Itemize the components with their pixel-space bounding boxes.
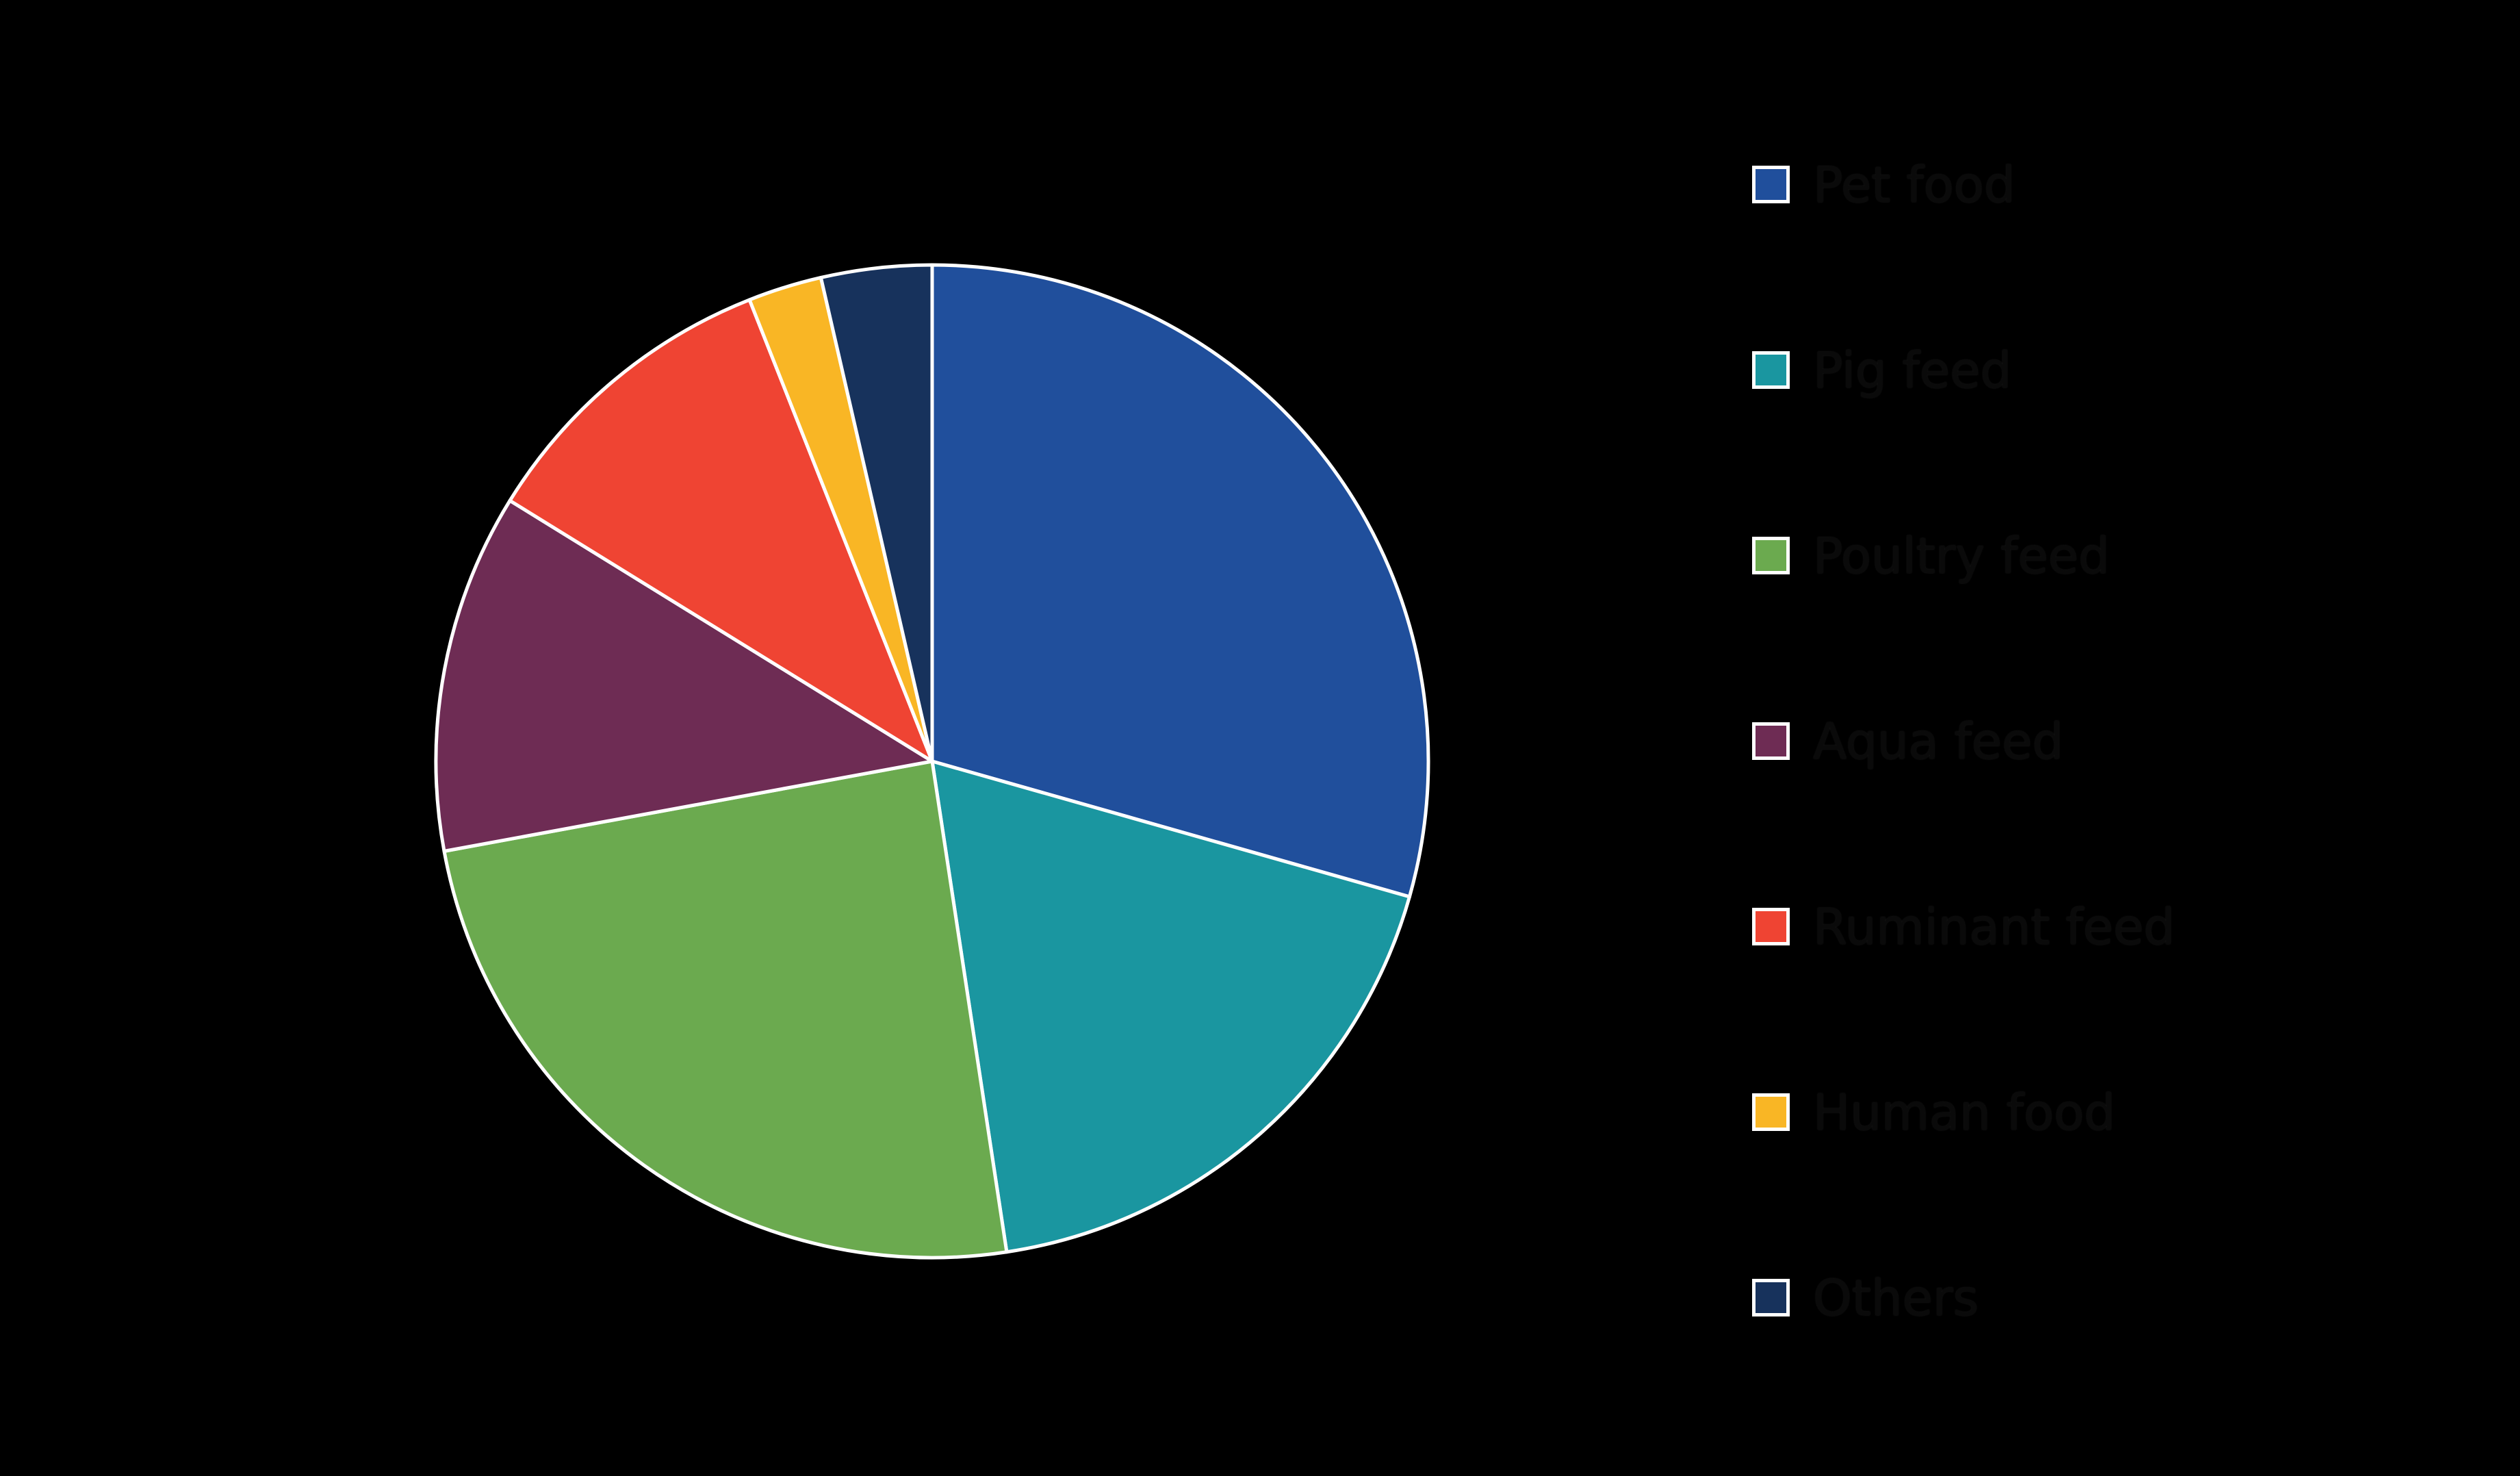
legend-label-pig-feed: Pig feed xyxy=(1813,341,2012,399)
legend-swatch-human-food xyxy=(1752,1093,1790,1131)
pie-slice-poultry-feed xyxy=(442,759,1009,1260)
legend-swatch-poultry-feed xyxy=(1752,537,1790,574)
pie-slice-pig-feed xyxy=(930,759,1411,1254)
legend-label-poultry-feed: Poultry feed xyxy=(1813,526,2110,585)
legend-item-pet-food: Pet food xyxy=(1752,160,2175,209)
pie-slice-others xyxy=(819,263,934,763)
legend-item-others: Others xyxy=(1752,1273,2175,1323)
legend-swatch-aqua-feed xyxy=(1752,722,1790,760)
legend-label-pet-food: Pet food xyxy=(1813,155,2016,214)
pie-slice-ruminant-feed xyxy=(508,298,934,763)
legend-swatch-ruminant-feed xyxy=(1752,908,1790,945)
legend-label-aqua-feed: Aqua feed xyxy=(1813,712,2063,770)
pie-slice-pet-food xyxy=(930,263,1430,899)
pie-wedges xyxy=(434,263,1430,1260)
legend: Pet food Pig feed Poultry feed Aqua feed… xyxy=(1752,160,2175,1323)
legend-label-human-food: Human food xyxy=(1813,1083,2116,1141)
legend-item-poultry-feed: Poultry feed xyxy=(1752,531,2175,581)
legend-item-human-food: Human food xyxy=(1752,1088,2175,1137)
legend-item-aqua-feed: Aqua feed xyxy=(1752,717,2175,766)
legend-label-ruminant-feed: Ruminant feed xyxy=(1813,898,2175,956)
legend-swatch-others xyxy=(1752,1279,1790,1316)
legend-label-others: Others xyxy=(1813,1269,1979,1327)
legend-item-pig-feed: Pig feed xyxy=(1752,346,2175,395)
legend-swatch-pet-food xyxy=(1752,166,1790,203)
pie-slice-aqua-feed xyxy=(434,498,934,853)
legend-item-ruminant-feed: Ruminant feed xyxy=(1752,902,2175,952)
legend-swatch-pig-feed xyxy=(1752,351,1790,389)
